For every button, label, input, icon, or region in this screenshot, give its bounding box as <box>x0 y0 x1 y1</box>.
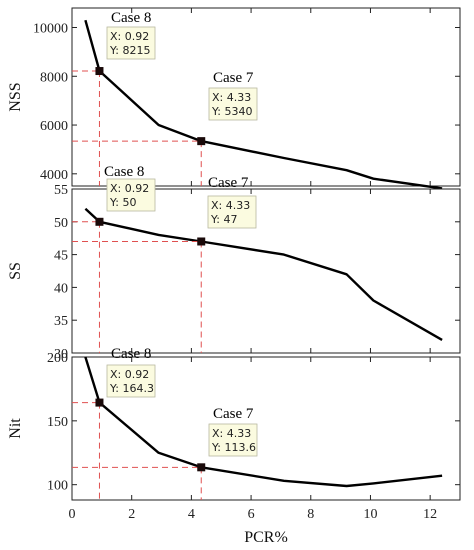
datatip-box <box>207 195 257 229</box>
x-tick-label: 12 <box>423 507 437 522</box>
data-point-marker <box>197 463 206 472</box>
datatip-x: X: 4.33 <box>211 199 250 212</box>
y-tick-label: 55 <box>54 183 68 198</box>
y-tick-label: 35 <box>54 314 68 329</box>
y-tick-label: 40 <box>54 281 68 296</box>
data-point-marker <box>197 237 206 246</box>
datatip-y: Y: 113.6 <box>211 441 256 454</box>
datatip-box <box>208 423 258 457</box>
series-line <box>84 356 443 488</box>
datatip-x: X: 4.33 <box>212 427 251 440</box>
y-tick-label: 100 <box>47 479 68 494</box>
y-tick-label: 30 <box>54 347 68 362</box>
case-label: Case 8 <box>111 10 151 26</box>
datatip-box <box>208 87 258 121</box>
x-tick-label: 4 <box>188 507 195 522</box>
y-axis-label: SS <box>7 262 24 280</box>
case-label: Case 7 <box>213 70 254 86</box>
datatip-box <box>106 178 156 212</box>
case-label: Case 7 <box>208 175 249 191</box>
case-label: Case 7 <box>213 406 254 422</box>
x-axis-label: PCR% <box>244 529 288 546</box>
datatip-y: Y: 50 <box>109 196 136 209</box>
x-tick-label: 6 <box>248 507 255 522</box>
y-axis-label: NSS <box>7 82 24 111</box>
y-tick-label: 45 <box>54 249 68 264</box>
panel-ss: 30 35 40 45 50 55 SS X: 0.92Y: 50 Case 8 X: 4.33Y… <box>7 164 461 362</box>
series-line <box>84 19 443 190</box>
data-point-marker <box>197 137 206 146</box>
case-label: Case 8 <box>111 346 151 362</box>
case-label: Case 8 <box>104 164 144 180</box>
series-line <box>84 207 443 341</box>
x-tick-label: 2 <box>128 507 135 522</box>
y-tick-label: 10000 <box>33 22 68 37</box>
data-point-marker <box>95 67 104 76</box>
panel-nit: 100 150 200 0 2 4 6 8 10 12 Nit PCR% X: 0.92Y: 164.3… <box>7 346 461 546</box>
y-tick-label: 6000 <box>40 119 68 134</box>
y-tick-label: 150 <box>47 415 68 430</box>
datatip-x: X: 0.92 <box>110 30 149 43</box>
x-tick-label: 0 <box>69 507 76 522</box>
x-tick-label: 8 <box>307 507 314 522</box>
y-tick-label: 200 <box>47 351 68 366</box>
datatip-x: X: 0.92 <box>110 368 149 381</box>
datatip-x: X: 0.92 <box>110 182 149 195</box>
y-axis-label: Nit <box>7 418 24 439</box>
datatip-x: X: 4.33 <box>212 91 251 104</box>
y-tick-label: 4000 <box>40 168 68 183</box>
datatip-y: Y: 47 <box>210 213 237 226</box>
datatip-y: Y: 8215 <box>109 44 150 57</box>
data-point-marker <box>95 398 104 407</box>
x-tick-label: 10 <box>363 507 377 522</box>
y-tick-label: 8000 <box>40 70 68 85</box>
axes-frame <box>71 188 461 354</box>
data-point-marker <box>95 217 104 226</box>
datatip-box <box>106 364 156 398</box>
datatip-y: Y: 164.3 <box>109 382 154 395</box>
datatip-y: Y: 5340 <box>211 105 252 118</box>
datatip-box <box>106 26 156 60</box>
panel-nss: 4000 6000 8000 10000 NSS X: 0.92Y: 8215 Case 8… <box>7 7 461 190</box>
y-tick-label: 50 <box>54 216 68 231</box>
